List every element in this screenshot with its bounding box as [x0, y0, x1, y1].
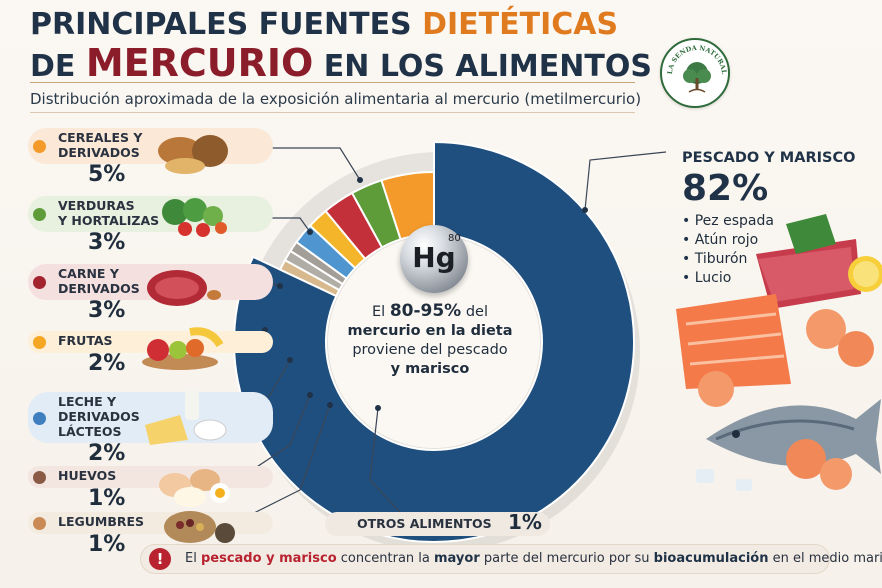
note-part: pescado y marisco — [200, 551, 337, 566]
category-dot — [33, 276, 46, 289]
donut-hole — [328, 236, 540, 448]
mercury-symbol: Hg — [412, 241, 456, 274]
category-pill — [28, 196, 273, 232]
center-line3: proviene del pescado — [352, 341, 508, 358]
fish-item: Tiburón — [682, 250, 774, 269]
leader-dot — [327, 402, 333, 408]
category-percentage: 1% — [88, 532, 126, 557]
meat-icon — [147, 270, 221, 306]
category-label: FRUTAS — [58, 333, 113, 348]
category-pill — [28, 128, 273, 164]
category-percentage: 2% — [88, 351, 126, 376]
leader-line — [369, 407, 401, 513]
category-dot — [33, 411, 46, 425]
leader-dot — [357, 177, 363, 183]
otros-percentage: 1% — [508, 510, 542, 534]
category-label: HUEVOS — [58, 468, 117, 483]
note-part: mayor — [434, 551, 480, 566]
page-title: PRINCIPALES FUENTES DIETÉTICAS DE MERCUR… — [30, 8, 652, 84]
leader-dot — [307, 392, 313, 398]
category-label: CARNE Y DERIVADOS — [58, 266, 140, 296]
category-label: CEREALES Y DERIVADOS — [58, 130, 143, 160]
category-dot — [33, 336, 46, 349]
title-line2b: MERCURIO — [85, 40, 314, 85]
tree-icon: LA SENDA NATURAL — [666, 44, 728, 93]
note-part: en el medio marino — [772, 551, 882, 566]
category-percentage: 1% — [88, 486, 126, 511]
category-label: LEGUMBRES — [58, 514, 145, 529]
category-dot — [33, 517, 46, 530]
leader-line — [248, 147, 361, 181]
center-bold: mercurio en la dieta — [347, 323, 513, 340]
category-dot — [33, 140, 46, 153]
fish-item: Pez espada — [682, 212, 774, 231]
egg-icon — [159, 469, 230, 507]
leader-dot — [307, 229, 313, 235]
donut-slice-pescado-y-marisco — [233, 140, 635, 543]
title-line1a: PRINCIPALES FUENTES — [30, 7, 423, 42]
footer-note-text: El pescado y marisco concentran la mayor… — [185, 551, 882, 566]
brand-logo: LA SENDA NATURAL — [660, 38, 730, 108]
legumes-icon — [164, 511, 235, 543]
center-range: 80-95% — [389, 301, 462, 321]
vegetables-icon — [162, 198, 227, 237]
mercury-superscript: 80 — [448, 233, 461, 244]
center-prefix: El — [372, 304, 390, 320]
otros-label: OTROS ALIMENTOS — [357, 516, 492, 531]
category-dot — [33, 471, 46, 484]
fish-list: Pez espada Atún rojo Tiburón Lucio — [682, 212, 774, 288]
fish-item: Atún rojo — [682, 231, 774, 250]
note-part: parte del mercurio por su — [479, 551, 654, 566]
category-label: VERDURAS Y HORTALIZAS — [58, 198, 160, 228]
fish-item: Lucio — [682, 269, 774, 288]
subtitle: Distribución aproximada de la exposición… — [30, 90, 642, 108]
leader-dot — [375, 405, 381, 411]
mercury-drop-icon: Hg 80 — [400, 225, 468, 293]
category-percentage: 5% — [88, 162, 126, 187]
note-part: concentran la — [336, 551, 434, 566]
title-line2c: EN LOS ALIMENTOS — [313, 48, 652, 84]
center-mid: del — [461, 304, 488, 320]
category-percentage: 3% — [88, 230, 126, 255]
category-label: LECHE Y DERIVADOS LÁCTEOS — [58, 394, 140, 439]
center-line4: y marisco — [390, 360, 470, 377]
subtitle-divider — [30, 112, 635, 113]
leader-line — [584, 151, 667, 211]
title-line2a: DE — [30, 48, 86, 84]
leader-line — [239, 404, 331, 521]
fish-percentage: 82% — [682, 168, 769, 209]
seafood-icon — [676, 214, 882, 491]
note-part: El — [185, 551, 201, 566]
bread-icon — [158, 135, 228, 174]
category-percentage: 2% — [88, 441, 126, 466]
otros-alimentos-badge: OTROS ALIMENTOS 1% — [325, 510, 550, 536]
leader-dot — [277, 283, 283, 289]
dairy-icon — [145, 390, 227, 445]
leader-dot — [582, 207, 588, 213]
category-dot — [33, 208, 46, 221]
donut-slice-cereales-y-derivados — [380, 170, 435, 241]
title-divider — [30, 82, 635, 83]
category-percentage: 3% — [88, 298, 126, 323]
note-part: bioacumulación — [653, 551, 769, 566]
fish-title: PESCADO Y MARISCO — [682, 150, 856, 166]
footer-note: ! El pescado y marisco concentran la may… — [140, 544, 882, 574]
leader-dot — [287, 357, 293, 363]
fruit-icon — [142, 327, 224, 370]
title-line1b: DIETÉTICAS — [422, 7, 619, 42]
warning-icon: ! — [149, 548, 171, 570]
center-statement: El 80-95% del mercurio en la dieta provi… — [345, 300, 515, 379]
